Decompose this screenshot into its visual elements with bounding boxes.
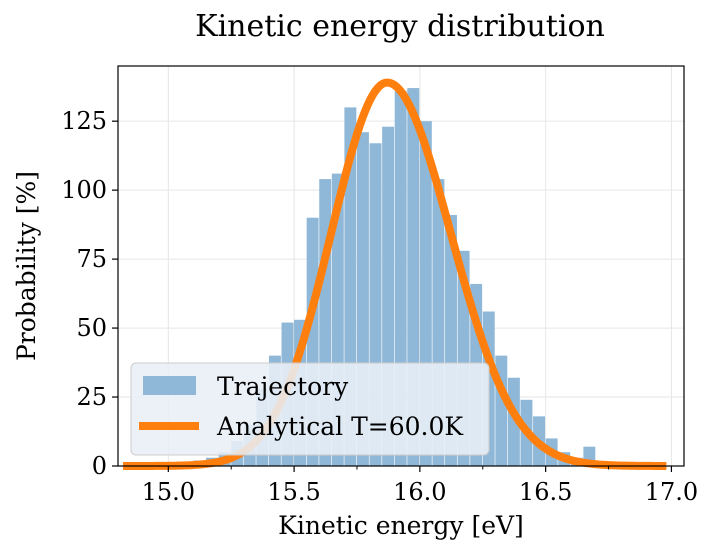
y-tick-label: 0 — [92, 452, 107, 480]
y-tick-label: 100 — [61, 176, 107, 204]
histogram-bar — [356, 132, 369, 466]
histogram-bar — [419, 121, 432, 466]
y-axis-ticks: 0 25 50 75 100 125 — [61, 107, 118, 480]
legend-label-trajectory: Trajectory — [217, 372, 349, 401]
legend: Trajectory Analytical T=60.0K — [130, 362, 490, 456]
y-tick-label: 125 — [61, 107, 107, 135]
histogram-bar — [306, 217, 319, 466]
x-tick-label: 15.5 — [267, 478, 320, 506]
histogram-bar — [344, 107, 357, 467]
x-tick-label: 16.5 — [519, 478, 572, 506]
analytical-curve — [121, 78, 668, 470]
x-axis-ticks: 15.0 15.5 16.0 16.5 17.0 — [142, 466, 698, 506]
histogram-bar — [407, 88, 420, 466]
legend-swatch-trajectory — [143, 376, 196, 395]
x-tick-label: 16.0 — [393, 478, 446, 506]
histogram-bar — [369, 143, 382, 466]
x-axis-label: Kinetic energy [eV] — [278, 511, 524, 540]
y-tick-label: 50 — [76, 314, 107, 342]
histogram-bar — [394, 90, 407, 467]
histogram-bar — [432, 179, 445, 466]
histogram-bar — [319, 179, 332, 466]
histogram-bar — [382, 126, 395, 467]
legend-label-analytical: Analytical T=60.0K — [216, 412, 464, 441]
chart-title: Kinetic energy distribution — [195, 9, 605, 44]
y-tick-label: 75 — [76, 245, 107, 273]
legend-box — [130, 362, 490, 456]
x-tick-label: 17.0 — [645, 478, 698, 506]
histogram-bar — [331, 173, 344, 466]
histogram-bar — [457, 250, 470, 466]
y-tick-label: 25 — [76, 383, 107, 411]
plot-frame — [117, 65, 685, 467]
histogram-bar — [445, 214, 457, 466]
histogram-bar — [495, 355, 508, 466]
y-axis-label: Probability [%] — [12, 171, 41, 361]
histogram-bar — [583, 446, 596, 466]
histogram-bar — [507, 377, 520, 466]
x-tick-label: 15.0 — [142, 478, 195, 506]
